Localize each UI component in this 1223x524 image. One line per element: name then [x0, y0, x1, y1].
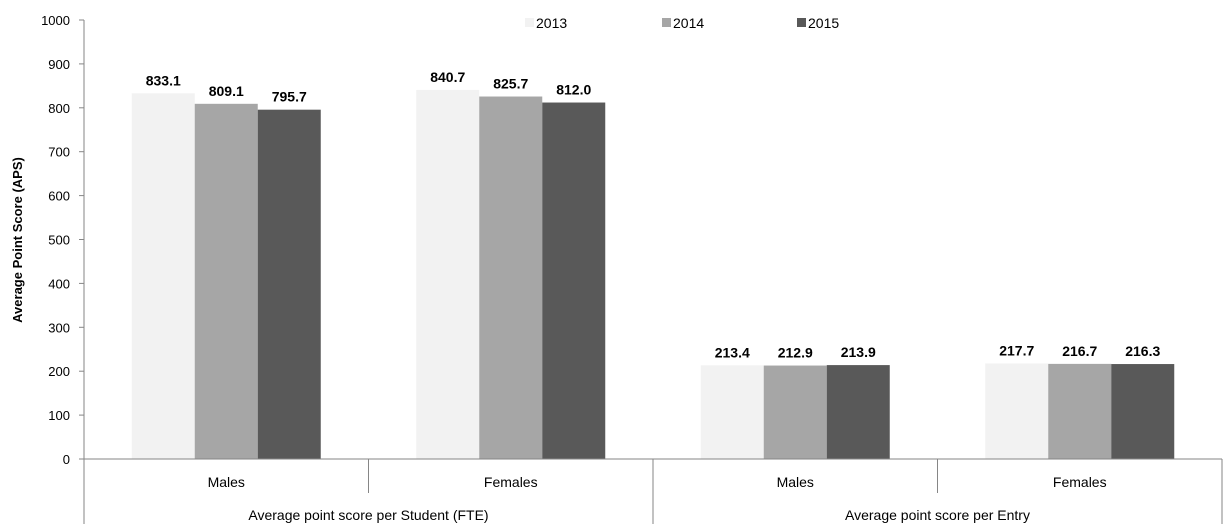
y-tick-label: 900	[48, 57, 70, 72]
data-label: 812.0	[556, 82, 591, 98]
legend: 2013 2014 2015	[525, 15, 839, 31]
data-label: 216.7	[1062, 343, 1097, 359]
y-tick-label: 400	[48, 276, 70, 291]
legend-swatch-2013	[525, 18, 534, 27]
data-labels: 833.1 809.1 795.7 840.7 825.7 812.0 213.4 212.9…	[146, 69, 1161, 361]
y-tick-label: 700	[48, 145, 70, 160]
data-label: 212.9	[778, 345, 813, 361]
y-tick-label: 500	[48, 233, 70, 248]
bar-2013-females	[416, 89, 480, 459]
y-tick-label: 300	[48, 320, 70, 335]
category-label: Females	[484, 474, 538, 490]
data-label: 213.4	[715, 344, 750, 360]
y-tick-label: 100	[48, 408, 70, 423]
category-label: Females	[1053, 474, 1107, 490]
y-tick-label: 800	[48, 101, 70, 116]
y-tick-label: 600	[48, 189, 70, 204]
legend-label-2013: 2013	[536, 15, 567, 31]
data-label: 216.3	[1125, 343, 1160, 359]
legend-label-2014: 2014	[673, 15, 704, 31]
bar-2014-females	[479, 96, 543, 459]
data-label: 840.7	[430, 69, 465, 85]
y-tick-label: 1000	[41, 13, 70, 28]
data-label: 213.9	[841, 344, 876, 360]
data-label: 809.1	[209, 83, 244, 99]
data-label: 795.7	[272, 89, 307, 105]
bar-2015-males	[257, 109, 321, 460]
category-label: Males	[777, 474, 814, 490]
data-label: 825.7	[493, 76, 528, 92]
y-tick-label: 0	[63, 452, 70, 467]
y-axis: 0 100 200 300 400 500 600 700 800 900 1000	[41, 13, 85, 467]
bars	[131, 89, 1175, 460]
group-label: Average point score per Student (FTE)	[248, 507, 488, 523]
x-axis: Males Females Males Females Average point sc…	[83, 458, 1223, 524]
data-label: 217.7	[999, 342, 1034, 358]
bar-2013-males	[131, 93, 195, 459]
bar-2014-females	[1048, 363, 1112, 459]
bar-2015-females	[542, 102, 606, 460]
bar-2014-males	[194, 103, 258, 459]
group-label: Average point score per Entry	[845, 507, 1030, 523]
bar-2013-females	[985, 363, 1049, 459]
data-label: 833.1	[146, 72, 181, 88]
bar-2014-males	[763, 365, 827, 459]
bar-2013-males	[700, 365, 764, 459]
bar-2015-males	[826, 365, 890, 459]
legend-swatch-2015	[797, 18, 806, 27]
y-tick-label: 200	[48, 364, 70, 379]
bar-2015-females	[1111, 364, 1175, 459]
legend-swatch-2014	[662, 18, 671, 27]
legend-label-2015: 2015	[808, 15, 839, 31]
y-axis-title: Average Point Score (APS)	[10, 157, 25, 323]
category-label: Males	[208, 474, 245, 490]
